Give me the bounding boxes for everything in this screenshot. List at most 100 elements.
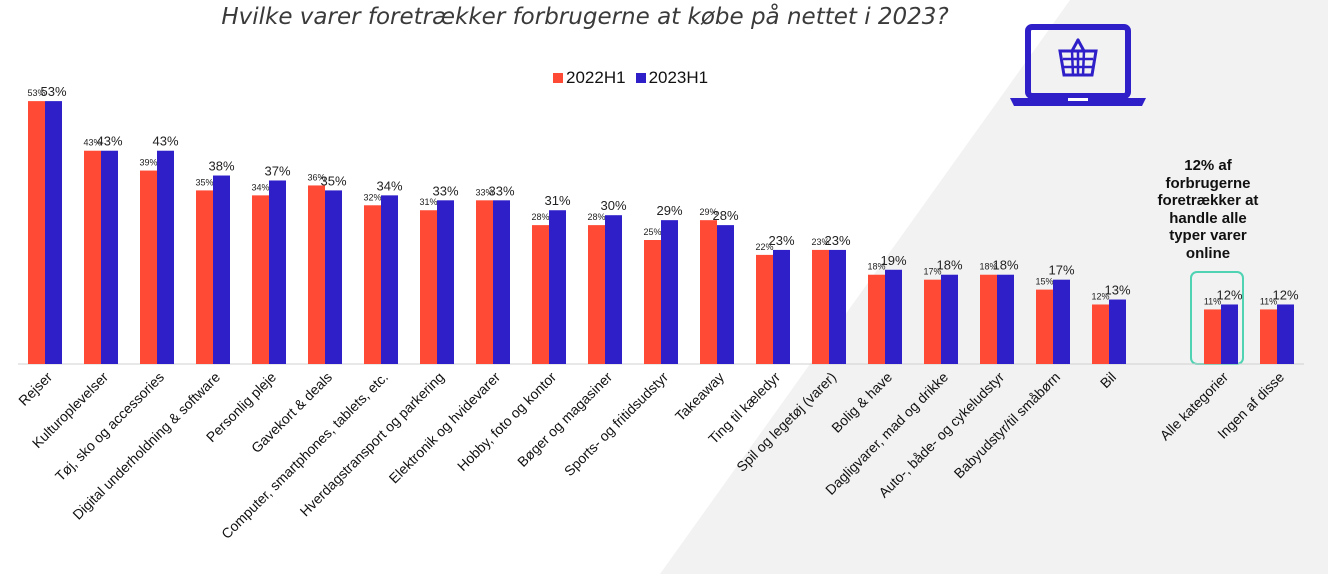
bar-2022h1-bil xyxy=(1092,304,1109,364)
bar-2023h1-bøger-og-magasiner xyxy=(605,215,622,364)
data-label-2022h1-dagligvarer-mad-og-drikke: 17% xyxy=(923,267,941,277)
bar-2022h1-bøger-og-magasiner xyxy=(588,225,605,364)
bar-2022h1-gavekort-deals xyxy=(308,185,325,364)
bar-2022h1-babyudstyr-til-småbørn xyxy=(1036,289,1053,364)
data-label-2022h1-elektronik-og-hvidevarer: 33% xyxy=(475,187,493,197)
data-label-2022h1-ingen-af-disse: 11% xyxy=(1260,296,1277,306)
bar-2023h1-tøj-sko-og-accessories xyxy=(157,150,174,364)
bar-2022h1-tøj-sko-og-accessories xyxy=(140,170,157,364)
bar-2022h1-hobby-foto-og-kontor xyxy=(532,225,549,364)
data-label-2023h1-takeaway: 28% xyxy=(712,208,738,223)
data-label-2022h1-gavekort-deals: 36% xyxy=(307,172,325,182)
data-label-2022h1-digital-underholdning-software: 35% xyxy=(195,177,213,187)
bar-2022h1-kulturoplevelser xyxy=(84,150,101,364)
category-label-bil: Bil xyxy=(1097,369,1119,391)
data-label-2023h1-ting-til-kæledyr: 23% xyxy=(768,233,794,248)
legend-label-2022h1: 2022H1 xyxy=(566,68,626,87)
bar-2022h1-hverdagstransport-og-parkering xyxy=(420,210,437,364)
bar-2023h1-auto-både-og-cykeludstyr xyxy=(997,274,1014,364)
bar-2023h1-gavekort-deals xyxy=(325,190,342,364)
data-label-2022h1-bolig-have: 18% xyxy=(867,262,885,272)
bar-2023h1-hverdagstransport-og-parkering xyxy=(437,200,454,364)
bar-2023h1-spil-og-legetøj-varer xyxy=(829,249,846,364)
data-label-2023h1-personlig-pleje: 37% xyxy=(264,163,290,178)
legend: 2022H1 2023H1 xyxy=(553,68,708,88)
data-label-2022h1-personlig-pleje: 34% xyxy=(251,182,269,192)
bar-2023h1-alle-kategorier xyxy=(1221,304,1238,364)
data-label-2023h1-dagligvarer-mad-og-drikke: 18% xyxy=(936,258,962,273)
bar-2022h1-sports-og-fritidsudstyr xyxy=(644,240,661,364)
data-label-2023h1-tøj-sko-og-accessories: 43% xyxy=(152,134,178,149)
bar-2023h1-personlig-pleje xyxy=(269,180,286,364)
data-label-2022h1-spil-og-legetøj-varer: 23% xyxy=(811,237,829,247)
callout-annotation: 12% af forbrugerne foretrækker at handle… xyxy=(1157,157,1259,262)
data-label-2023h1-spil-og-legetøj-varer: 23% xyxy=(824,233,850,248)
bar-2022h1-ingen-af-disse xyxy=(1260,309,1277,364)
category-label-takeaway: Takeaway xyxy=(672,369,727,424)
legend-entry-2022h1: 2022H1 xyxy=(553,68,626,88)
bar-2023h1-bil xyxy=(1109,299,1126,364)
laptop-shopping-basket-icon xyxy=(1010,24,1146,106)
data-label-2022h1-bøger-og-magasiner: 28% xyxy=(587,212,605,222)
bar-2023h1-rejser xyxy=(45,101,62,365)
data-label-2022h1-hverdagstransport-og-parkering: 31% xyxy=(419,197,437,207)
data-label-2023h1-bøger-og-magasiner: 30% xyxy=(600,198,626,213)
data-label-2023h1-digital-underholdning-software: 38% xyxy=(208,159,234,174)
bar-2022h1-elektronik-og-hvidevarer xyxy=(476,200,493,364)
data-label-2023h1-elektronik-og-hvidevarer: 33% xyxy=(488,183,514,198)
bar-2022h1-computer-smartphones-tablets-etc xyxy=(364,205,381,364)
category-label-hobby-foto-og-kontor: Hobby, foto og kontor xyxy=(454,369,559,474)
legend-swatch-2023h1 xyxy=(635,73,646,83)
data-label-2022h1-auto-både-og-cykeludstyr: 18% xyxy=(979,262,997,272)
data-label-2023h1-hverdagstransport-og-parkering: 33% xyxy=(432,183,458,198)
bar-2022h1-dagligvarer-mad-og-drikke xyxy=(924,279,941,364)
bar-2023h1-babyudstyr-til-småbørn xyxy=(1053,279,1070,364)
data-label-2022h1-rejser: 53% xyxy=(27,88,45,98)
bar-2023h1-takeaway xyxy=(717,225,734,364)
data-label-2022h1-computer-smartphones-tablets-etc: 32% xyxy=(363,192,381,202)
data-label-2022h1-babyudstyr-til-småbørn: 15% xyxy=(1035,277,1053,287)
data-label-2023h1-gavekort-deals: 35% xyxy=(320,173,346,188)
bar-2023h1-ting-til-kæledyr xyxy=(773,249,790,364)
data-label-2023h1-computer-smartphones-tablets-etc: 34% xyxy=(376,178,402,193)
bar-2023h1-bolig-have xyxy=(885,269,902,364)
bar-2022h1-rejser xyxy=(28,101,45,365)
data-label-2023h1-babyudstyr-til-småbørn: 17% xyxy=(1048,263,1074,278)
data-label-2023h1-rejser: 53% xyxy=(40,84,66,99)
category-label-tøj-sko-og-accessories: Tøj, sko og accessories xyxy=(52,369,167,484)
category-label-sports-og-fritidsudstyr: Sports- og fritidsudstyr xyxy=(561,369,672,480)
bar-2023h1-digital-underholdning-software xyxy=(213,175,230,364)
bar-2023h1-hobby-foto-og-kontor xyxy=(549,210,566,364)
data-label-2023h1-ingen-af-disse: 12% xyxy=(1272,287,1298,302)
bar-2022h1-auto-både-og-cykeludstyr xyxy=(980,274,997,364)
data-label-2022h1-kulturoplevelser: 43% xyxy=(83,138,101,148)
data-label-2023h1-sports-og-fritidsudstyr: 29% xyxy=(656,203,682,218)
category-label-spil-og-legetøj-varer: Spil og legetøj (varer) xyxy=(733,369,839,475)
category-label-babyudstyr-til-småbørn: Babyudstyr/til småbørn xyxy=(951,369,1064,482)
data-label-2023h1-kulturoplevelser: 43% xyxy=(96,134,122,149)
bar-2023h1-elektronik-og-hvidevarer xyxy=(493,200,510,364)
data-label-2022h1-bil: 12% xyxy=(1091,291,1109,301)
bar-2022h1-bolig-have xyxy=(868,274,885,364)
chart-title: Hvilke varer foretrækker forbrugerne at … xyxy=(221,4,949,30)
data-label-2023h1-hobby-foto-og-kontor: 31% xyxy=(544,193,570,208)
legend-label-2023h1: 2023H1 xyxy=(648,68,709,87)
data-label-2023h1-bil: 13% xyxy=(1104,283,1130,298)
bar-2022h1-takeaway xyxy=(700,220,717,364)
bar-2023h1-kulturoplevelser xyxy=(101,150,118,364)
bar-2022h1-spil-og-legetøj-varer xyxy=(812,249,829,364)
legend-entry-2023h1: 2023H1 xyxy=(635,68,709,88)
category-label-rejser: Rejser xyxy=(15,369,55,409)
bar-2023h1-computer-smartphones-tablets-etc xyxy=(381,195,398,364)
bar-2022h1-alle-kategorier xyxy=(1204,309,1221,364)
data-label-2023h1-bolig-have: 19% xyxy=(880,253,906,268)
bar-2022h1-ting-til-kæledyr xyxy=(756,254,773,364)
data-label-2022h1-takeaway: 29% xyxy=(699,207,717,217)
data-label-2023h1-auto-både-og-cykeludstyr: 18% xyxy=(992,258,1018,273)
data-label-2022h1-sports-og-fritidsudstyr: 25% xyxy=(643,227,661,237)
data-label-2022h1-alle-kategorier: 11% xyxy=(1204,296,1221,306)
data-label-2023h1-alle-kategorier: 12% xyxy=(1216,287,1242,302)
data-label-2022h1-hobby-foto-og-kontor: 28% xyxy=(531,212,549,222)
data-label-2022h1-tøj-sko-og-accessories: 39% xyxy=(139,158,157,168)
